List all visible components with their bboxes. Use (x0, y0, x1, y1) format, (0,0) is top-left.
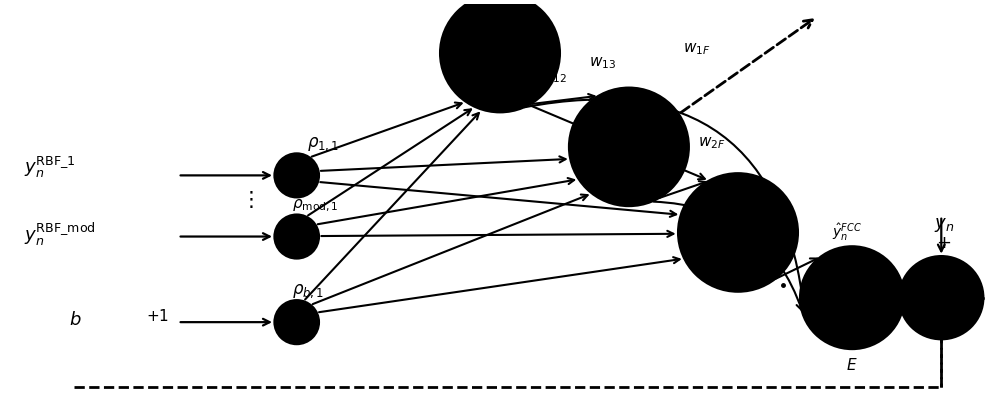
Text: $w_{3F}$: $w_{3F}$ (748, 251, 775, 267)
Text: $\hat{y}_n^{FCC}$: $\hat{y}_n^{FCC}$ (832, 220, 862, 243)
Ellipse shape (440, 0, 560, 112)
Text: tan: tan (613, 138, 644, 156)
Ellipse shape (569, 88, 688, 206)
Text: $b$: $b$ (69, 311, 81, 329)
Text: $\Sigma$: $\Sigma$ (845, 288, 859, 308)
Text: 2: 2 (594, 174, 604, 189)
Text: $\vdots$: $\vdots$ (240, 189, 254, 210)
Text: $+$: $+$ (936, 235, 951, 253)
Ellipse shape (275, 301, 319, 344)
Text: tan: tan (485, 44, 515, 62)
Text: $w_{2F}$: $w_{2F}$ (698, 135, 726, 151)
Ellipse shape (900, 257, 983, 339)
Text: 3: 3 (703, 260, 713, 275)
Text: $-$: $-$ (875, 285, 890, 303)
Text: $y_n^{\rm RBF\_1}$: $y_n^{\rm RBF\_1}$ (24, 154, 76, 180)
Text: $y_n^{\rm RBF\_mod}$: $y_n^{\rm RBF\_mod}$ (24, 221, 96, 248)
Text: $\rho_{1,1}$: $\rho_{1,1}$ (307, 135, 339, 153)
Text: $\rho_{\rm mod,1}$: $\rho_{\rm mod,1}$ (292, 198, 338, 214)
Text: $E$: $E$ (846, 357, 858, 373)
Ellipse shape (275, 154, 319, 197)
Ellipse shape (678, 173, 798, 291)
Text: $w_{23}$: $w_{23}$ (639, 168, 666, 183)
Text: 1: 1 (465, 80, 475, 95)
Text: $w_{12}$: $w_{12}$ (540, 70, 567, 85)
FancyArrowPatch shape (654, 202, 803, 310)
Text: $+1$: $+1$ (146, 308, 169, 324)
Text: tan: tan (723, 223, 753, 241)
Text: $w_{1F}$: $w_{1F}$ (683, 41, 711, 57)
Ellipse shape (275, 215, 319, 258)
Text: $y_n$: $y_n$ (934, 216, 954, 234)
FancyArrowPatch shape (525, 99, 807, 313)
Ellipse shape (800, 247, 904, 349)
Text: $w_{13}$: $w_{13}$ (589, 55, 616, 71)
Text: $\rho_{b,1}$: $\rho_{b,1}$ (292, 282, 324, 300)
